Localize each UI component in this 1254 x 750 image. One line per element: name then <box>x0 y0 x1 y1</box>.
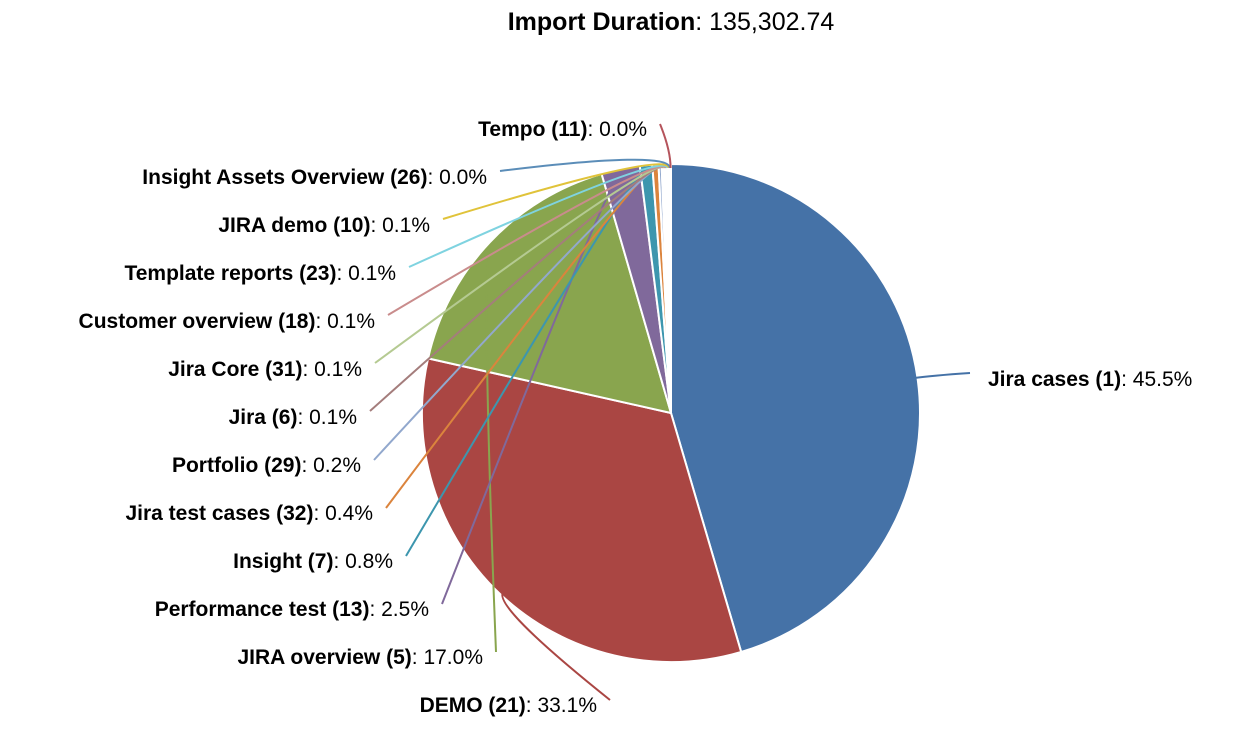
slice-labels: Jira cases (1): 45.5% DEMO (21): 33.1% JIR… <box>79 118 1193 717</box>
connector-insight-7 <box>405 167 648 557</box>
slice-label-demo-21: DEMO (21): 33.1% <box>420 694 597 717</box>
slice-label-name: Jira (6) <box>229 406 298 429</box>
slice-label-value: : 0.1% <box>302 358 362 381</box>
slice-label-name: JIRA overview (5) <box>237 646 411 669</box>
label-connectors <box>369 123 971 701</box>
slice-label-name: Jira test cases (32) <box>125 502 313 525</box>
slice-label-value: : 0.1% <box>315 310 375 333</box>
connector-demo-21 <box>501 591 611 701</box>
slice-label-value: : 0.0% <box>587 118 647 141</box>
slice-label-name: JIRA demo (10) <box>218 214 370 237</box>
slice-label-value: : 0.1% <box>336 262 396 285</box>
slice-label-value: : 33.1% <box>526 694 597 717</box>
slice-label-jira-overview-5: JIRA overview (5): 17.0% <box>237 646 483 669</box>
slice-label-tempo-11: Tempo (11): 0.0% <box>478 118 647 141</box>
slice-label-name: Portfolio (29) <box>172 454 302 477</box>
slice-label-portfolio-29: Portfolio (29): 0.2% <box>172 454 361 477</box>
slice-label-jira-test-cases-32: Jira test cases (32): 0.4% <box>125 502 373 525</box>
slice-label-name: DEMO (21) <box>420 694 526 717</box>
slice-label-value: : 0.8% <box>333 550 393 573</box>
slice-label-jira-6: Jira (6): 0.1% <box>229 406 357 429</box>
slice-label-jira-demo-10: JIRA demo (10): 0.1% <box>218 214 430 237</box>
pie-slice-demo-21[interactable] <box>421 357 743 663</box>
pie-slice-tempo-11[interactable] <box>669 162 672 414</box>
slice-label-value: : 17.0% <box>412 646 483 669</box>
slice-label-name: Insight (7) <box>233 550 333 573</box>
connector-jira-overview-5 <box>485 243 497 653</box>
chart-title-value: 135,302.74 <box>709 8 835 36</box>
slice-label-value: : 0.2% <box>301 454 361 477</box>
connector-insight-assets-overview-26 <box>499 158 671 172</box>
slice-label-value: : 0.4% <box>313 502 373 525</box>
connector-performance-test-13 <box>441 171 623 605</box>
slice-label-value: : 0.0% <box>427 166 487 189</box>
slice-label-jira-cases-1: Jira cases (1): 45.5% <box>988 368 1192 391</box>
slice-label-performance-test-13: Performance test (13): 2.5% <box>155 598 429 621</box>
connector-tempo-11 <box>659 123 672 169</box>
slice-label-template-reports-23: Template reports (23): 0.1% <box>124 262 396 285</box>
slice-label-value: : 45.5% <box>1121 368 1192 391</box>
pie-slices <box>421 162 921 663</box>
slice-label-name: Jira cases (1) <box>988 368 1121 391</box>
slice-label-name: Template reports (23) <box>124 262 336 285</box>
slice-label-name: Insight Assets Overview (26) <box>142 166 427 189</box>
slice-label-name: Tempo (11) <box>478 118 587 141</box>
connector-template-reports-23 <box>408 164 669 268</box>
slice-label-value: : 0.1% <box>297 406 357 429</box>
chart-title-label: Import Duration <box>507 8 696 36</box>
slice-label-value: : 0.1% <box>370 214 430 237</box>
slice-label-name: Jira Core (31) <box>168 358 302 381</box>
slice-label-value: : 2.5% <box>369 598 429 621</box>
connector-jira-cases-1 <box>913 372 971 380</box>
slice-label-customer-overview-18: Customer overview (18): 0.1% <box>79 310 375 333</box>
connector-jira-demo-10 <box>442 163 670 220</box>
slice-label-jira-core-31: Jira Core (31): 0.1% <box>168 358 362 381</box>
slice-label-name: Customer overview (18) <box>79 310 316 333</box>
slice-label-name: Performance test (13) <box>155 598 370 621</box>
slice-label-insight-assets-overview-26: Insight Assets Overview (26): 0.0% <box>142 166 487 189</box>
chart-title: Import Duration: 135,302.74 <box>507 8 835 36</box>
slice-label-insight-7: Insight (7): 0.8% <box>233 550 393 573</box>
